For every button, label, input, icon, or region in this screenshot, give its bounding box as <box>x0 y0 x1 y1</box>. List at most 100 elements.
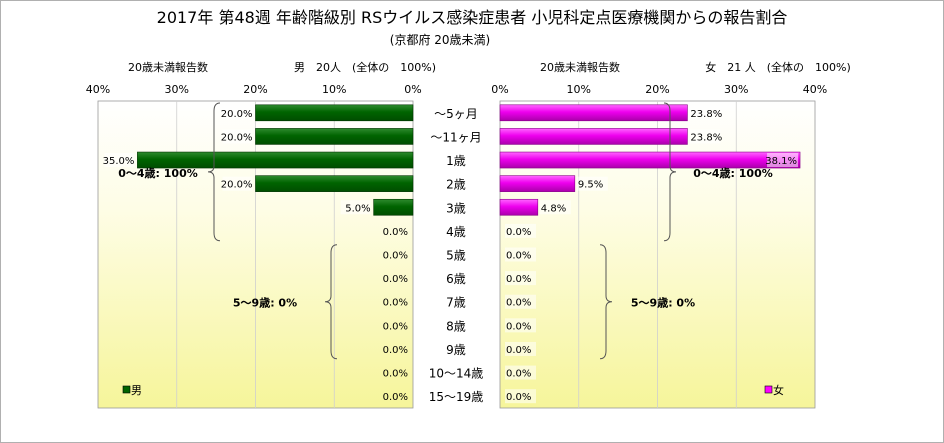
female-data-label-bg <box>539 200 571 215</box>
male-data-label: 0.0% <box>383 321 408 332</box>
female-data-label-bg <box>689 105 721 120</box>
female-plot-area: 0% 10% 20% 30% 40% 23.8% 23.8% 38.1% 9.5% 4.8% 0.0… <box>491 83 827 409</box>
male-bar <box>255 104 414 122</box>
annotations: 0～4歳: 100% 5～9歳: 0% 0～4歳: 100% 5～9歳: 0% 男 女 <box>118 102 784 397</box>
male-bar <box>255 175 414 192</box>
chart-subtitle: (京都府 20歳未満) <box>390 32 490 47</box>
female-data-label-bg <box>505 389 536 404</box>
female-data-label: 23.8% <box>690 109 722 120</box>
male-annotation-0-4: 0～4歳: 100% <box>118 166 198 180</box>
female-legend-label: 女 <box>773 383 784 397</box>
male-tick-label: 10% <box>322 83 346 96</box>
male-data-label-bg <box>340 200 371 215</box>
female-header-count-label: 20歳未満報告数 <box>540 61 620 74</box>
female-bar <box>499 104 688 122</box>
age-category-label: 4歳 <box>446 225 466 239</box>
age-category-label: 10～14歳 <box>429 367 484 381</box>
male-header-total: 男 20人 (全体の 100%) <box>294 60 436 74</box>
female-data-label-bg <box>505 341 536 356</box>
female-brace-5-9 <box>599 244 613 360</box>
age-category-label: ～11ヶ月 <box>430 130 481 144</box>
female-tick-label: 20% <box>645 83 669 96</box>
male-tick-label: 40% <box>86 83 110 96</box>
male-header-count-label: 20歳未満報告数 <box>128 61 208 74</box>
female-data-label: 0.0% <box>506 274 531 285</box>
female-data-label-bg <box>689 129 721 144</box>
male-data-label-bg <box>222 176 253 191</box>
female-data-label: 0.0% <box>506 227 531 238</box>
age-category-label: 3歳 <box>446 201 466 215</box>
age-category-label: 1歳 <box>446 154 466 168</box>
age-category-label: ～5ヶ月 <box>434 107 478 121</box>
male-data-label: 0.0% <box>383 274 408 285</box>
age-category-label: 15～19歳 <box>429 390 484 404</box>
female-data-label-bg <box>505 247 536 262</box>
age-category-labels: ～5ヶ月 ～11ヶ月 1歳 2歳 3歳 4歳 5歳 6歳 7歳 8歳 9歳 10～14歳 15～19歳 <box>429 107 484 404</box>
female-tick-label: 10% <box>567 83 591 96</box>
male-data-label: 0.0% <box>383 392 408 403</box>
female-tick-label: 30% <box>724 83 748 96</box>
male-data-label: 20.0% <box>221 109 253 120</box>
female-data-label: 0.0% <box>506 392 531 403</box>
female-data-label: 9.5% <box>578 180 603 191</box>
female-data-label: 38.1% <box>765 156 797 167</box>
age-category-label: 8歳 <box>446 319 466 333</box>
male-data-label-bg <box>222 129 253 144</box>
male-data-label: 5.0% <box>345 203 370 214</box>
female-bar <box>499 128 688 145</box>
male-tick-label: 20% <box>243 83 267 96</box>
age-category-label: 6歳 <box>446 272 466 286</box>
male-annotation-5-9: 5～9歳: 0% <box>233 296 297 310</box>
male-legend-label: 男 <box>131 384 142 397</box>
male-data-label: 0.0% <box>383 345 408 356</box>
chart-title: 2017年 第48週 年齢階級別 RSウイルス感染症患者 小児科定点医療機関から… <box>157 8 788 27</box>
male-data-label-bg <box>104 153 135 168</box>
female-data-label-bg <box>505 294 536 309</box>
female-bar <box>499 175 576 192</box>
female-data-label-bg <box>767 153 799 168</box>
male-data-label: 0.0% <box>383 298 408 309</box>
male-plot-area: 0% 10% 20% 30% 40% 20.0% 20.0% 35.0% 20.0% 5.0% 0.… <box>86 83 422 409</box>
female-annotation-5-9: 5～9歳: 0% <box>631 296 695 310</box>
age-category-label: 5歳 <box>446 249 466 263</box>
female-data-label: 0.0% <box>506 251 531 262</box>
female-data-label: 0.0% <box>506 369 531 380</box>
female-data-label: 0.0% <box>506 298 531 309</box>
male-data-label: 0.0% <box>383 251 408 262</box>
female-data-label: 0.0% <box>506 345 531 356</box>
female-data-label-bg <box>505 271 536 286</box>
female-tick-label: 40% <box>803 83 827 96</box>
male-data-label: 0.0% <box>383 369 408 380</box>
age-category-label: 7歳 <box>446 296 466 310</box>
male-tick-label: 0% <box>404 83 421 96</box>
male-legend-swatch <box>122 385 131 394</box>
female-data-label-bg <box>505 318 536 333</box>
female-header-total: 女 21 人 (全体の 100%) <box>705 60 851 74</box>
male-data-label-bg <box>222 105 253 120</box>
male-data-label: 20.0% <box>221 180 253 191</box>
female-legend-swatch <box>764 385 773 394</box>
female-brace-0-4 <box>663 102 677 242</box>
female-data-label-bg <box>505 365 536 380</box>
female-data-label: 0.0% <box>506 321 531 332</box>
male-bar <box>255 128 414 145</box>
male-brace-5-9 <box>324 244 338 360</box>
female-bar <box>499 151 801 169</box>
female-data-label-bg <box>505 223 536 238</box>
female-tick-label: 0% <box>491 83 508 96</box>
female-data-label: 4.8% <box>541 203 566 214</box>
male-data-label: 20.0% <box>221 132 253 143</box>
male-bar <box>373 198 414 216</box>
female-annotation-0-4: 0～4歳: 100% <box>693 166 773 180</box>
male-tick-label: 30% <box>165 83 189 96</box>
male-data-label: 35.0% <box>103 156 135 167</box>
female-data-label-bg <box>576 176 608 191</box>
age-category-label: 2歳 <box>446 178 466 192</box>
female-bar <box>499 198 539 216</box>
male-bar <box>137 151 414 169</box>
male-data-label: 0.0% <box>383 227 408 238</box>
male-brace-0-4 <box>207 102 221 242</box>
female-data-label: 23.8% <box>690 132 722 143</box>
age-category-label: 9歳 <box>446 343 466 357</box>
